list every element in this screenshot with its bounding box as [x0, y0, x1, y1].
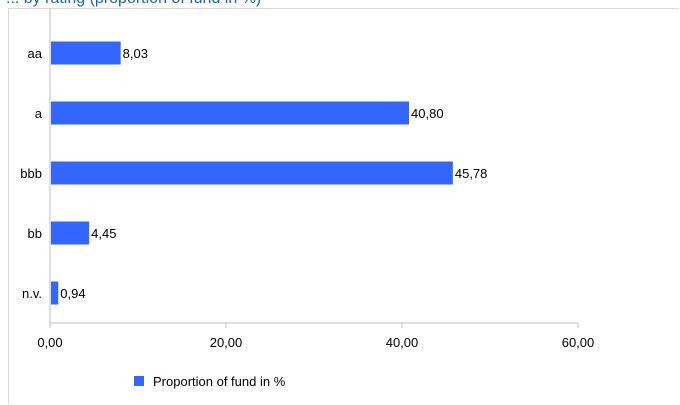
y-tick-label: bbb	[20, 166, 42, 181]
legend-label: Proportion of fund in %	[153, 373, 286, 389]
y-tick-label: a	[35, 106, 43, 121]
data-label: 45,78	[455, 166, 488, 181]
legend: Proportion of fund in %	[134, 373, 285, 389]
y-tick-label: n.v.	[22, 286, 42, 301]
bar-bbb	[51, 161, 453, 185]
data-label: 40,80	[411, 106, 444, 121]
legend-swatch	[134, 376, 144, 386]
chart-frame	[8, 8, 679, 404]
x-tick-label: 40,00	[386, 335, 419, 350]
data-label: 4,45	[91, 226, 116, 241]
data-label: 0,94	[60, 286, 85, 301]
bar-nv	[51, 281, 59, 305]
x-tick-label: 60,00	[562, 335, 595, 350]
y-tick-label: aa	[28, 46, 43, 61]
data-label: 8,03	[123, 46, 148, 61]
bar-bb	[51, 221, 90, 245]
bar-aa	[51, 41, 121, 65]
chart-title: ... by rating (proportion of fund in %)	[6, 0, 261, 8]
x-tick-label: 0,00	[37, 335, 62, 350]
y-tick-label: bb	[28, 226, 42, 241]
x-tick-label: 20,00	[210, 335, 243, 350]
bar-a	[51, 101, 410, 125]
